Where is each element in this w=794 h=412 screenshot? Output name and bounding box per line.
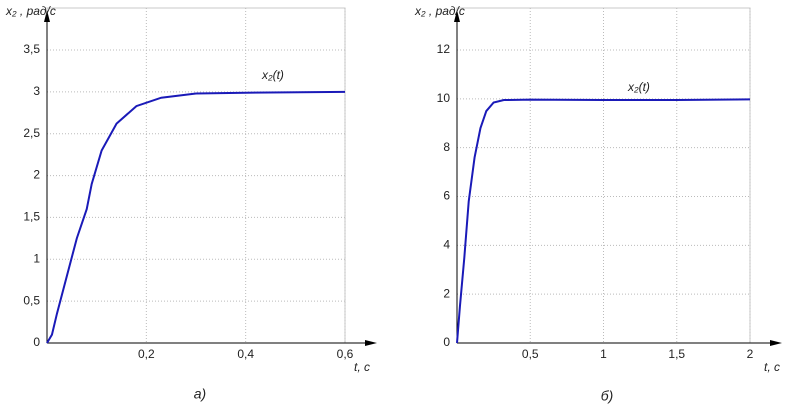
x-arrow bbox=[770, 340, 782, 346]
x-tick-label: 1 bbox=[600, 347, 607, 361]
x-arrow bbox=[365, 340, 377, 346]
y-tick-label: 3 bbox=[33, 84, 40, 98]
y-tick-label: 3,5 bbox=[23, 42, 40, 56]
x-tick-label: 0,5 bbox=[522, 347, 539, 361]
y-tick-label: 2 bbox=[33, 168, 40, 182]
x-tick-label: 0,4 bbox=[237, 347, 254, 361]
x-tick-label: 1,5 bbox=[668, 347, 685, 361]
y-tick-label: 4 bbox=[443, 238, 450, 252]
y-tick-label: 6 bbox=[443, 189, 450, 203]
y-tick-label: 2,5 bbox=[23, 126, 40, 140]
y-arrow bbox=[44, 10, 50, 22]
x-tick-label: 2 bbox=[747, 347, 754, 361]
y-tick-label: 1,5 bbox=[23, 210, 40, 224]
caption: а) bbox=[194, 386, 206, 402]
y-tick-label: 0,5 bbox=[23, 293, 40, 307]
y-tick-label: 2 bbox=[443, 286, 450, 300]
y-tick-label: 0 bbox=[33, 335, 40, 349]
y-axis-label: x₂ , рад/с bbox=[5, 4, 56, 18]
y-tick-label: 10 bbox=[437, 91, 451, 105]
data-line bbox=[456, 98, 751, 344]
x-axis-label: t, c bbox=[354, 360, 370, 374]
x-tick-label: 0,6 bbox=[337, 347, 354, 361]
x-tick-label: 0,2 bbox=[138, 347, 155, 361]
plot-frame bbox=[456, 7, 751, 344]
y-axis-label: x₂ , рад/с bbox=[414, 4, 465, 18]
curve-label: x₂(t) bbox=[261, 68, 284, 82]
y-tick-label: 0 bbox=[443, 335, 450, 349]
data-line bbox=[46, 90, 346, 344]
caption: б) bbox=[601, 388, 614, 404]
curve-label: x₂(t) bbox=[627, 80, 650, 94]
y-arrow bbox=[454, 10, 460, 22]
x-axis-label: t, c bbox=[764, 360, 780, 374]
plot-frame bbox=[46, 7, 346, 344]
y-tick-label: 1 bbox=[33, 251, 40, 265]
y-tick-label: 8 bbox=[443, 140, 450, 154]
y-tick-label: 12 bbox=[437, 42, 451, 56]
